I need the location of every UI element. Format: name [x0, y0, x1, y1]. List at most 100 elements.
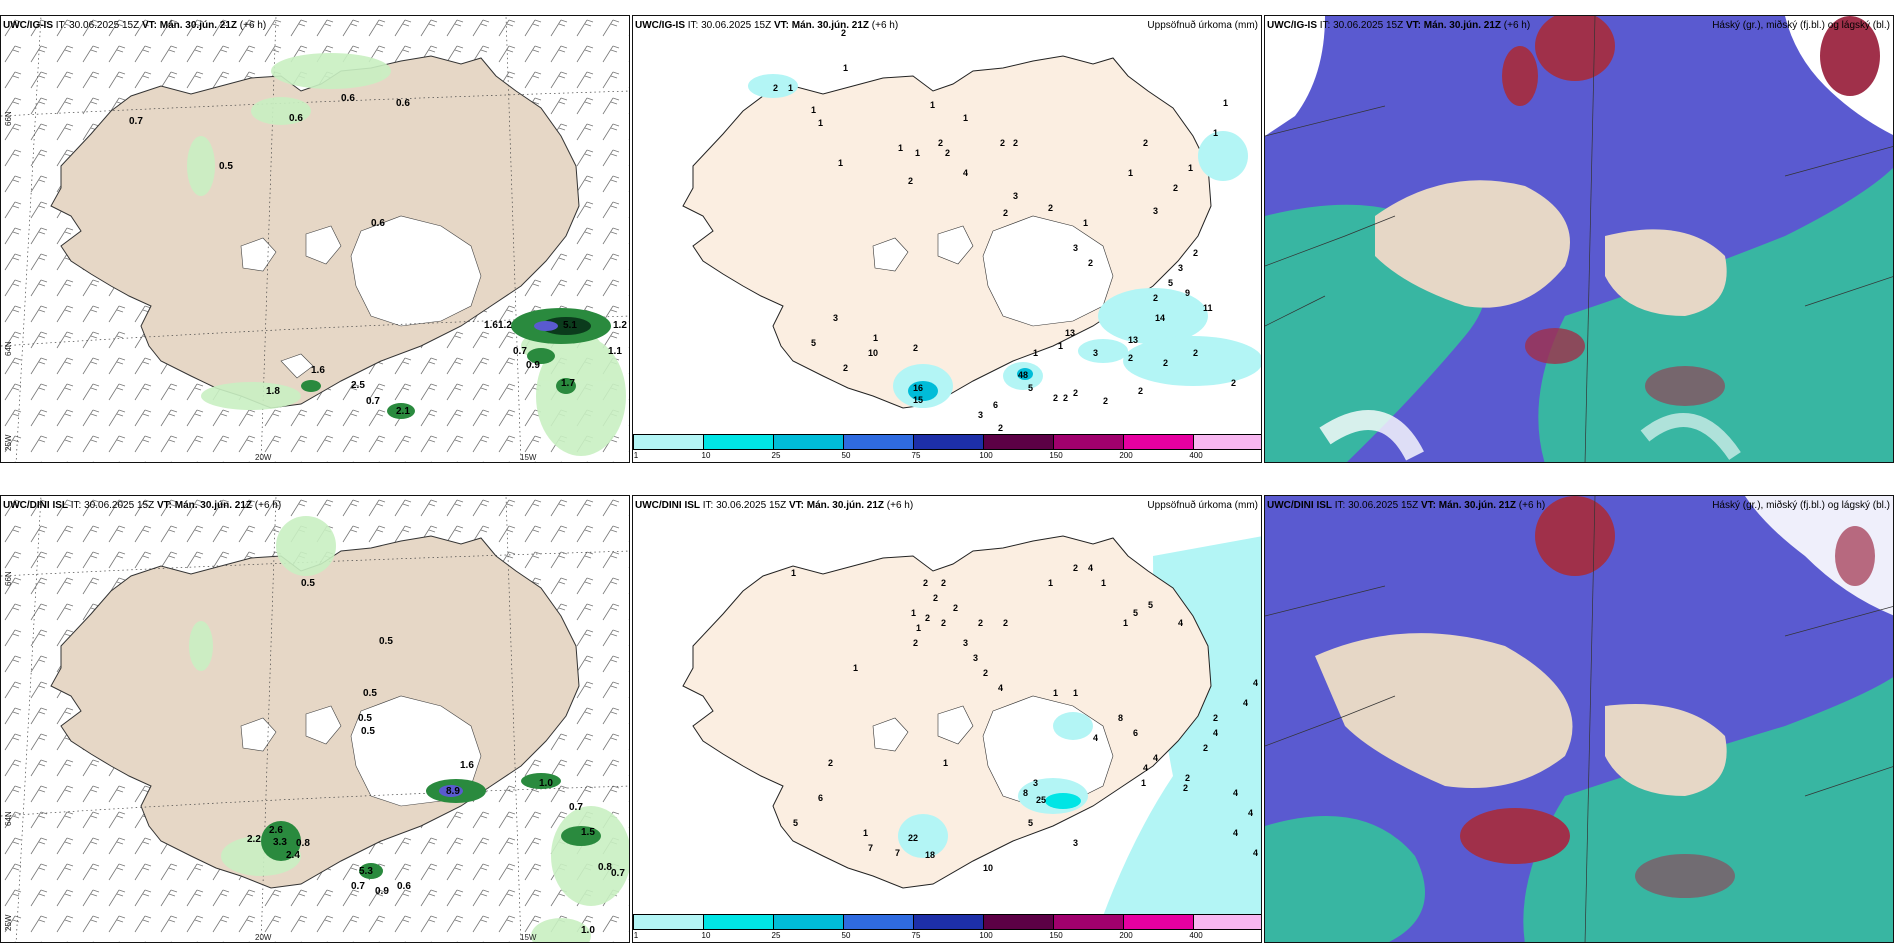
tm-label: 3	[978, 410, 983, 420]
tm-label: 1	[1128, 168, 1133, 178]
tm-label: 2	[938, 138, 943, 148]
colorbar-frame	[633, 914, 1261, 930]
panel-header: UWC/DINI ISL IT: 30.06.2025 15Z VT: Mán.…	[1267, 500, 1546, 511]
tl-label: 1.6	[311, 365, 325, 376]
tm-label: 11	[1203, 303, 1213, 313]
tm-label: 9	[1185, 288, 1190, 298]
tm-label: 1	[1223, 98, 1228, 108]
tm-label: 2	[1143, 138, 1148, 148]
bm-label: 4	[1088, 563, 1093, 573]
wind-precip-map-igis: 0.7 0.6 0.6 0.6 0.5 0.6 1.6 1.2 0.7 0.9 …	[1, 16, 629, 462]
bm-label: 3	[973, 653, 978, 663]
bm-label: 4	[1143, 763, 1148, 773]
tl-label: 0.6	[341, 93, 355, 104]
bm-label: 8	[1023, 788, 1028, 798]
bm-label: 18	[925, 850, 935, 860]
tm-label: 14	[1155, 313, 1165, 323]
wind-precip-map-dini: 0.5 0.5 0.5 0.5 0.5 1.0 0.7 2.2 2.6 3.3 …	[1, 496, 629, 942]
colorbar-tick: 200	[1119, 451, 1133, 460]
colorbar-tick: 1	[633, 451, 639, 460]
tm-label: 1	[1058, 341, 1063, 351]
bm-label: 4	[1253, 678, 1258, 688]
colorbar-swatch	[703, 914, 773, 930]
bl-label: 0.5	[358, 713, 372, 724]
bl-label: 0.7	[351, 881, 365, 892]
bm-label: 2	[953, 603, 958, 613]
colorbar-swatch	[1053, 914, 1123, 930]
bm-label: 4	[1253, 848, 1258, 858]
tl-label: 0.7	[129, 116, 143, 127]
bm-label: 1	[916, 623, 921, 633]
tl-label: 0.5	[219, 161, 233, 172]
bm-label: 4	[1213, 728, 1218, 738]
tm-label: 5	[1168, 278, 1173, 288]
tm-label: 2	[843, 363, 848, 373]
tm-label: 3	[1073, 243, 1078, 253]
bm-label: 4	[1093, 733, 1098, 743]
bm-label: 4	[998, 683, 1003, 693]
colorbar-swatch	[913, 914, 983, 930]
bm-label: 5	[793, 818, 798, 828]
lat-label: 66N	[4, 111, 13, 126]
tm-label: 16	[913, 383, 923, 393]
tl-label: 0.6	[371, 218, 385, 229]
bm-label: 6	[818, 793, 823, 803]
tm-label: 1	[1033, 348, 1038, 358]
precip-map-dini: 1 2 2 2 1 2 1 2 2 2 3 2 2 3 2 4 1 1 1 1	[682, 535, 1261, 916]
colorbar-swatch	[1123, 914, 1193, 930]
bm-label: 2	[923, 578, 928, 588]
colorbar-swatch	[1053, 434, 1123, 450]
lon-label: 15W	[520, 453, 537, 462]
panel-header: UWC/IG-IS IT: 30.06.2025 15Z VT: Mán. 30…	[3, 20, 267, 31]
colorbar-tick: 75	[911, 931, 921, 940]
colorbar-tick: 100	[979, 451, 993, 460]
tm-label: 1	[838, 158, 843, 168]
colorbar-tick: 1	[633, 931, 639, 940]
tm-label: 2	[1103, 396, 1108, 406]
tm-label: 2	[1138, 386, 1143, 396]
tl-label: 2.5	[351, 380, 365, 391]
bl-label: 0.5	[301, 578, 315, 589]
tm-label: 2	[1193, 348, 1198, 358]
lon-label: 20W	[255, 453, 272, 462]
colorbar-swatch	[983, 914, 1053, 930]
tm-label: 2	[773, 83, 778, 93]
tm-label: 2	[1128, 353, 1133, 363]
tm-label: 2	[908, 176, 913, 186]
bl-label: 8.9	[446, 786, 460, 797]
colorbar-swatch	[703, 434, 773, 450]
colorbar-tick: 10	[701, 451, 711, 460]
bm-label: 1	[1101, 578, 1106, 588]
bm-label: 2	[941, 578, 946, 588]
tl-label: 0.9	[526, 360, 540, 371]
lat-label: 64N	[4, 341, 13, 356]
tm-label: 2	[998, 423, 1003, 433]
tm-label: 1	[1083, 218, 1088, 228]
colorbar-swatch	[843, 914, 913, 930]
bl-label: 2.6	[269, 825, 283, 836]
panel-top-left: 0.7 0.6 0.6 0.6 0.5 0.6 1.6 1.2 0.7 0.9 …	[0, 15, 630, 463]
bl-label: 3.3	[273, 837, 287, 848]
bm-label: 1	[791, 568, 796, 578]
colorbar-tick: 75	[911, 451, 921, 460]
bm-label: 4	[1233, 828, 1238, 838]
bl-label: 0.8	[296, 838, 310, 849]
bm-label: 1	[853, 663, 858, 673]
colorbar-tick: 150	[1049, 451, 1063, 460]
lon-label: 15W	[520, 933, 537, 942]
bl-label: 0.5	[379, 636, 393, 647]
tm-label: 15	[913, 395, 923, 405]
tm-label: 1	[963, 113, 968, 123]
panel-top-right: UWC/IG-IS IT: 30.06.2025 15Z VT: Mán. 30…	[1264, 15, 1894, 463]
panel-bottom-left: 0.5 0.5 0.5 0.5 0.5 1.0 0.7 2.2 2.6 3.3 …	[0, 495, 630, 943]
bm-label: 4	[1248, 808, 1253, 818]
panel-subtitle: Uppsöfnuð úrkoma (mm)	[1147, 500, 1258, 511]
bm-label: 2	[1185, 773, 1190, 783]
bm-label: 3	[1033, 778, 1038, 788]
bm-label: 8	[1118, 713, 1123, 723]
tm-label: 13	[1065, 328, 1075, 338]
tl-label: 1.2	[613, 320, 627, 331]
bl-label: 0.7	[569, 802, 583, 813]
bm-label: 2	[1203, 743, 1208, 753]
bm-label: 5	[1133, 608, 1138, 618]
